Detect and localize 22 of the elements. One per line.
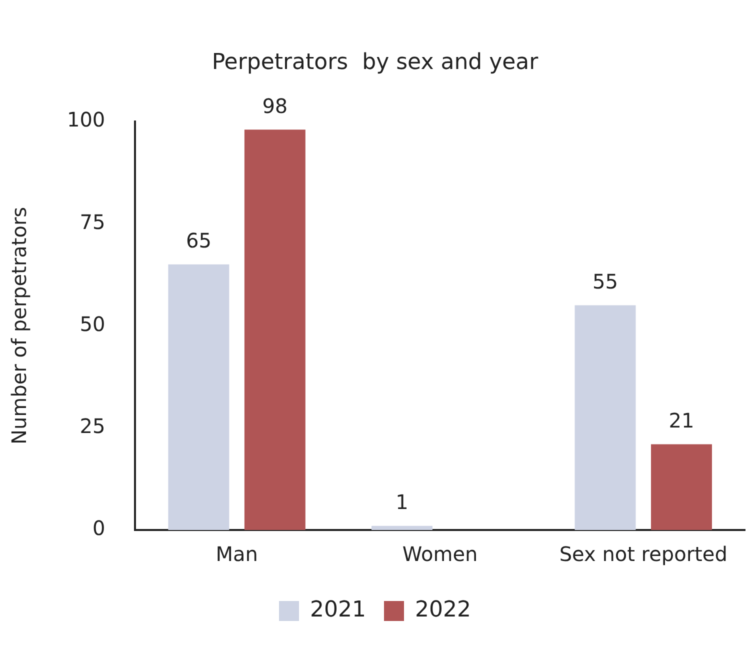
bar [244,130,306,530]
chart-title: Perpetrators by sex and year [212,50,540,75]
x-tick-label: Man [216,542,258,566]
legend-label: 2021 [310,598,366,623]
y-axis-title: Number of perpetrators [7,206,32,445]
bar [371,526,432,530]
y-tick-label: 0 [92,516,106,540]
data-label: 98 [262,94,288,118]
bar [574,305,636,530]
x-tick-label: Sex not reported [559,542,728,566]
y-tick-label: 50 [80,312,106,336]
x-tick-label: Women [402,542,478,566]
y-tick-label: 100 [66,108,106,132]
bar [650,444,712,530]
data-label: 1 [396,490,408,514]
data-label: 55 [592,269,618,294]
legend-label: 2022 [415,598,471,623]
y-tick-label: 75 [80,210,106,234]
data-label: 65 [186,228,212,253]
bar [168,264,230,530]
data-label: 21 [668,408,694,432]
y-tick-label: 25 [80,414,106,438]
